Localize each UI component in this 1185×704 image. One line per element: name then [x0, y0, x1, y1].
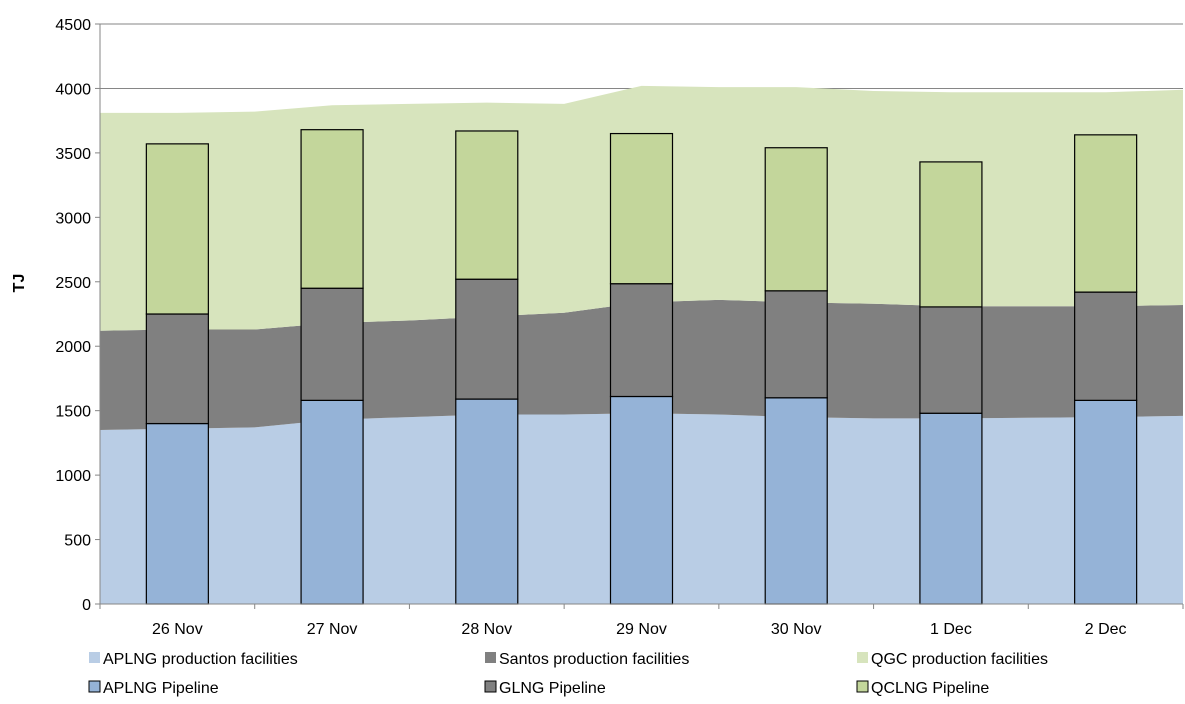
bar-qclng-pipeline: [609, 132, 674, 285]
y-tick-label: 500: [64, 533, 91, 550]
x-tick-label: 30 Nov: [771, 621, 822, 638]
x-tick-label: 28 Nov: [461, 621, 512, 638]
legend-swatch: [856, 680, 869, 693]
y-tick-label: 2000: [55, 339, 91, 356]
y-tick-label: 1000: [55, 468, 91, 485]
legend-swatch: [484, 680, 497, 693]
bar-qclng-pipeline: [455, 130, 519, 280]
legend-label: QGC production facilities: [871, 651, 1048, 668]
bar-aplng-pipeline: [300, 399, 364, 605]
legend-label: GLNG Pipeline: [499, 680, 606, 697]
bar-aplng-pipeline: [609, 395, 674, 605]
y-tick-label: 2500: [55, 275, 91, 292]
legend-label: APLNG Pipeline: [103, 680, 219, 697]
x-tick-label: 27 Nov: [307, 621, 358, 638]
legend-item: GLNG Pipeline: [484, 680, 606, 697]
legend-item: APLNG Pipeline: [88, 680, 219, 697]
legend-item: Santos production facilities: [485, 651, 689, 668]
bar-qclng-pipeline: [1074, 134, 1138, 293]
y-tick-label: 3000: [55, 210, 91, 227]
legend: APLNG production facilities Santos produc…: [88, 651, 1048, 697]
legend-item: QCLNG Pipeline: [856, 680, 989, 697]
bar-qclng-pipeline: [300, 129, 364, 289]
bar-qclng-pipeline: [919, 161, 983, 308]
bar-aplng-pipeline: [764, 397, 828, 605]
bar-glng-pipeline: [609, 283, 674, 398]
bar-qclng-pipeline: [145, 143, 209, 315]
bar-glng-pipeline: [300, 287, 364, 401]
bar-aplng-pipeline: [919, 412, 983, 605]
plot-area: [100, 23, 1183, 605]
legend-item: APLNG production facilities: [89, 651, 298, 668]
legend-label: QCLNG Pipeline: [871, 680, 989, 697]
y-axis: 0 500 1000 1500 2000 2500 3000 3500 4000 4500: [55, 17, 101, 614]
y-tick-label: 1500: [55, 404, 91, 421]
bar-glng-pipeline: [1074, 291, 1138, 401]
legend-swatch: [89, 652, 100, 663]
x-tick-label: 2 Dec: [1085, 621, 1127, 638]
legend-swatch: [857, 652, 868, 663]
bar-glng-pipeline: [919, 306, 983, 414]
x-tick-label: 1 Dec: [930, 621, 972, 638]
bar-glng-pipeline: [145, 313, 209, 425]
y-tick-label: 4500: [55, 17, 91, 34]
bar-glng-pipeline: [764, 290, 828, 399]
x-tick-label: 26 Nov: [152, 621, 203, 638]
bar-aplng-pipeline: [1074, 399, 1138, 605]
y-axis-label: TJ: [11, 274, 28, 293]
legend-swatch: [88, 680, 101, 693]
legend-swatch: [485, 652, 496, 663]
x-axis: 26 Nov 27 Nov 28 Nov 29 Nov 30 Nov 1 Dec 2 Dec: [99, 603, 1184, 638]
legend-item: QGC production facilities: [857, 651, 1048, 668]
bar-aplng-pipeline: [455, 398, 519, 605]
bar-glng-pipeline: [455, 278, 519, 400]
bar-aplng-pipeline: [145, 422, 209, 605]
bar-qclng-pipeline: [764, 147, 828, 292]
y-tick-label: 3500: [55, 146, 91, 163]
x-tick-label: 29 Nov: [616, 621, 667, 638]
legend-label: APLNG production facilities: [103, 651, 298, 668]
legend-label: Santos production facilities: [499, 651, 689, 668]
y-tick-label: 4000: [55, 81, 91, 98]
y-tick-label: 0: [82, 597, 91, 614]
